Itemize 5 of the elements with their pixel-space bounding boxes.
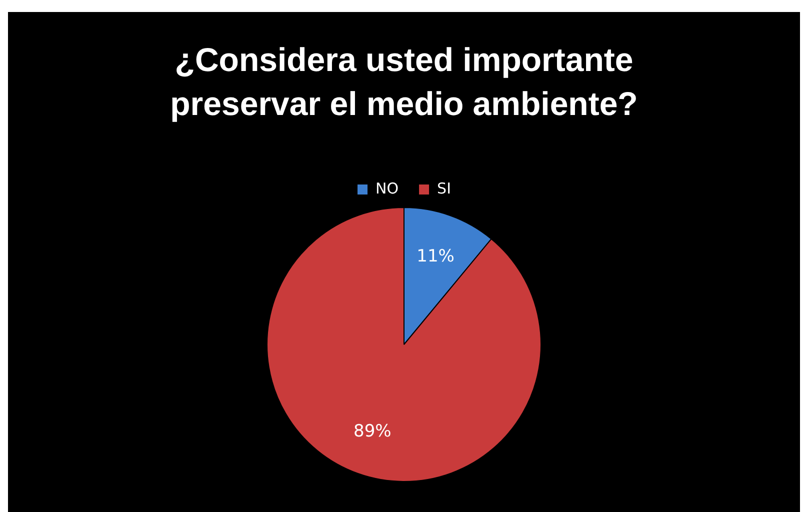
legend-label: NO xyxy=(376,179,399,198)
chart-title: ¿Considera usted importante preservar el medio ambiente? xyxy=(169,40,639,124)
data-label: 11% xyxy=(416,246,454,266)
data-label: 89% xyxy=(354,422,392,442)
legend-label: SI xyxy=(437,179,451,198)
